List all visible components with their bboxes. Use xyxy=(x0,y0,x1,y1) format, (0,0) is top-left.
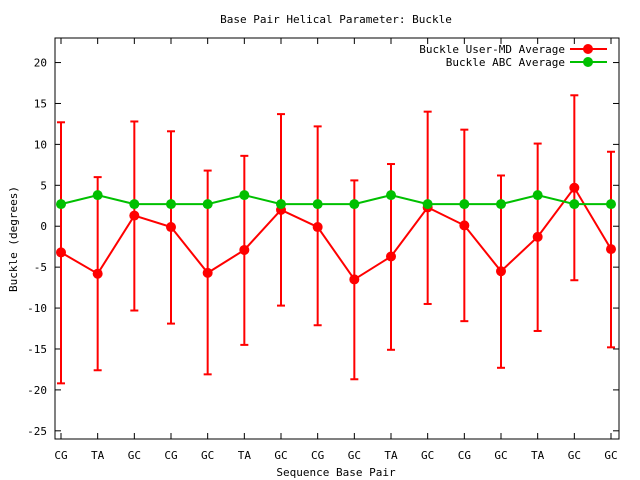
data-point xyxy=(569,199,580,210)
legend-marker-user-md xyxy=(583,44,593,54)
data-point xyxy=(606,244,616,255)
x-tick-label: TA xyxy=(238,449,252,462)
x-axis: CG TA GC CG GC TA GC CG GC TA GC CG GC TA GC GC xyxy=(54,38,618,462)
data-point xyxy=(459,199,470,210)
x-tick-label: GC xyxy=(494,449,507,462)
data-point xyxy=(422,199,433,210)
x-tick-label: GC xyxy=(604,449,617,462)
y-tick-label: -20 xyxy=(27,384,47,397)
x-axis-label: Sequence Base Pair xyxy=(276,466,396,479)
data-point xyxy=(202,199,213,210)
data-point xyxy=(606,199,616,210)
data-point xyxy=(386,190,396,201)
data-point xyxy=(532,190,543,201)
data-point xyxy=(496,199,506,210)
data-point xyxy=(312,222,323,233)
data-point xyxy=(129,210,140,221)
y-tick-label: 15 xyxy=(34,97,47,110)
plot-area-border xyxy=(54,37,620,440)
legend-label-abc: Buckle ABC Average xyxy=(446,56,565,69)
y-tick-label: 0 xyxy=(40,220,47,233)
x-tick-label: GC xyxy=(348,449,361,462)
data-point xyxy=(202,267,213,278)
series-0 xyxy=(56,94,616,385)
x-tick-label: GC xyxy=(128,449,141,462)
data-point xyxy=(239,244,250,255)
data-point xyxy=(349,274,360,285)
y-tick-label: -10 xyxy=(27,302,47,315)
y-tick-label: 5 xyxy=(40,179,47,192)
x-tick-label: CG xyxy=(458,449,471,462)
x-tick-label: GC xyxy=(421,449,434,462)
series-1 xyxy=(56,190,616,210)
data-point xyxy=(166,222,176,233)
data-point xyxy=(496,266,506,277)
x-tick-label: CG xyxy=(311,449,324,462)
series-layer xyxy=(56,94,616,385)
data-point xyxy=(276,199,286,210)
x-tick-label: TA xyxy=(531,449,545,462)
series-line xyxy=(60,194,611,206)
data-point xyxy=(92,190,103,201)
series-line xyxy=(60,185,612,281)
data-point xyxy=(56,247,66,258)
data-point xyxy=(56,199,66,210)
x-tick-label: TA xyxy=(384,449,398,462)
y-tick-label: 10 xyxy=(34,138,47,151)
x-tick-label: TA xyxy=(91,449,105,462)
x-tick-label: GC xyxy=(274,449,287,462)
data-point xyxy=(166,199,176,210)
y-tick-label: 20 xyxy=(34,57,47,70)
y-tick-label: -25 xyxy=(27,425,47,438)
x-tick-label: GC xyxy=(568,449,581,462)
data-point xyxy=(92,268,103,279)
data-point xyxy=(459,220,470,231)
x-tick-label: CG xyxy=(54,449,67,462)
x-tick-label: GC xyxy=(201,449,214,462)
y-tick-label: -5 xyxy=(34,261,47,274)
data-point xyxy=(349,199,360,210)
data-point xyxy=(129,199,140,210)
data-point xyxy=(239,190,250,201)
y-tick-label: -15 xyxy=(27,343,47,356)
chart-title: Base Pair Helical Parameter: Buckle xyxy=(220,13,452,26)
legend-label-user-md: Buckle User-MD Average xyxy=(419,43,565,56)
legend: Buckle User-MD Average Buckle ABC Averag… xyxy=(419,43,607,69)
data-point xyxy=(312,199,323,210)
data-point xyxy=(569,182,580,193)
data-point xyxy=(532,231,543,242)
x-tick-label: CG xyxy=(164,449,177,462)
y-axis: 20 15 10 5 0 -5 -10 -15 -20 -25 xyxy=(27,57,619,438)
legend-marker-abc xyxy=(583,57,593,67)
y-axis-label: Buckle (degrees) xyxy=(7,186,20,292)
data-point xyxy=(386,251,396,262)
